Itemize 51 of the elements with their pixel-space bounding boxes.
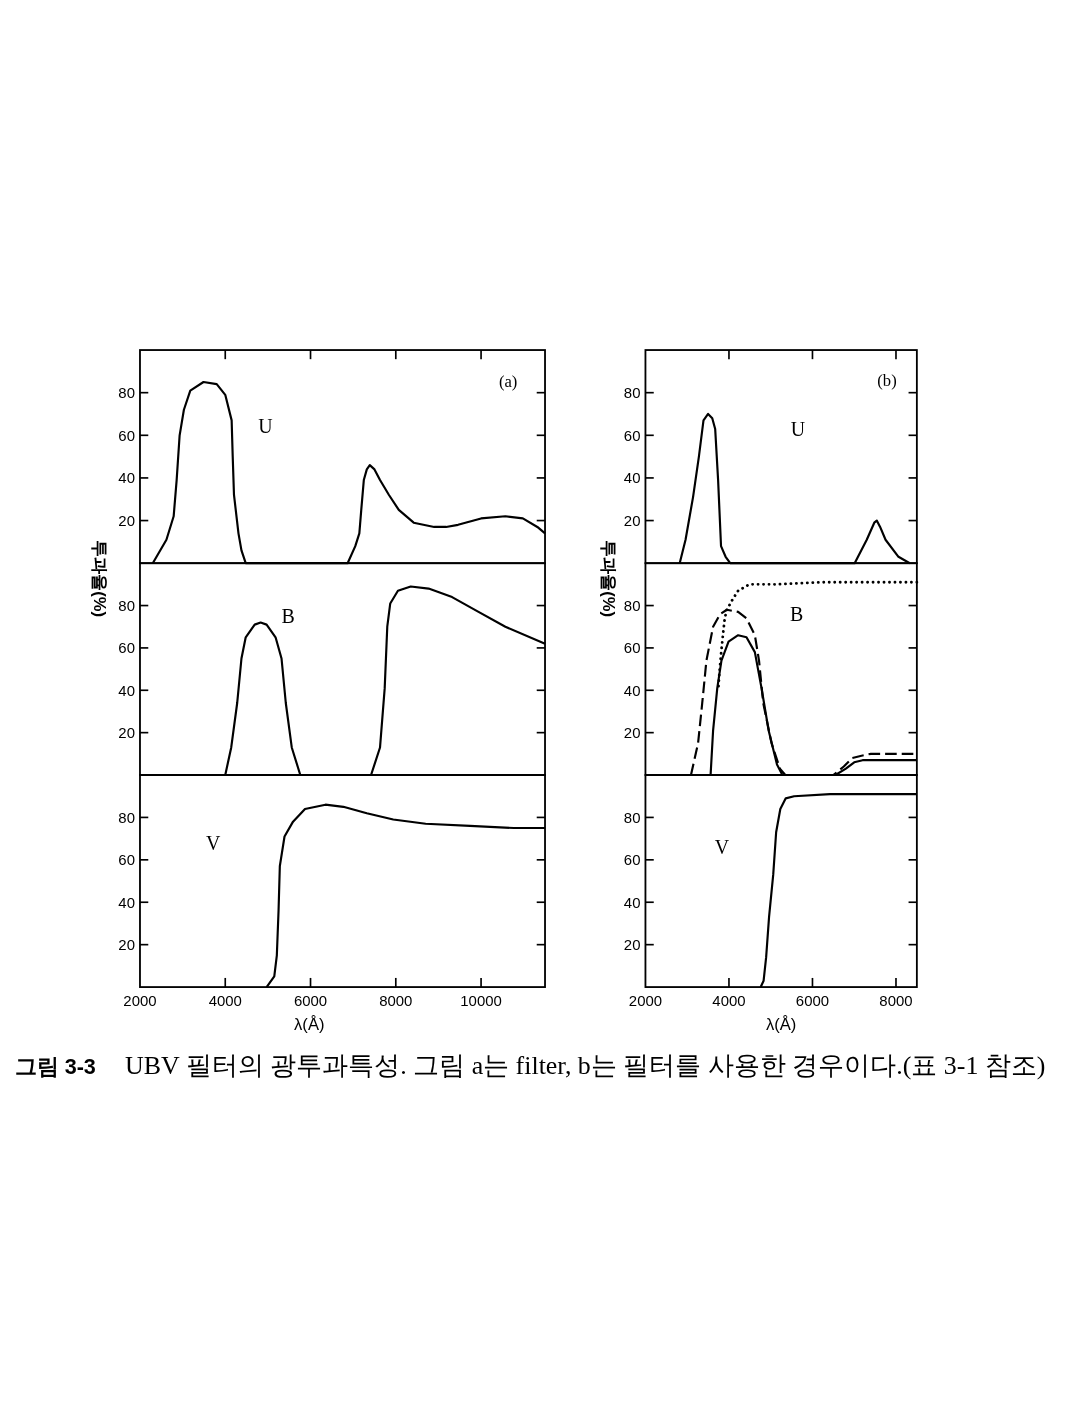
text: U	[790, 417, 806, 440]
line-series	[759, 793, 918, 989]
text: U	[258, 415, 273, 438]
y-tick-label: 60	[623, 639, 641, 657]
y-tick-label: 40	[118, 469, 135, 487]
line-series	[224, 585, 547, 777]
x-axis-title: λ(Å)	[294, 1015, 325, 1035]
y-tick-label: 20	[623, 724, 641, 742]
x-axis-title: λ(Å)	[765, 1015, 797, 1035]
text: UBV 필터의 광투과특성. 그림 a는 filter, b는 필터를 사용한 경우이다.(표 3-1 참조)	[125, 1051, 1046, 1081]
line-series	[678, 412, 911, 565]
x-tick-label: 8000	[379, 992, 413, 1010]
x-tick-label: 10000	[460, 992, 502, 1010]
y-tick-label: 40	[623, 681, 641, 699]
annotation: (a)	[498, 371, 518, 391]
y-tick-label: 80	[623, 596, 641, 614]
y-tick-label: 80	[118, 808, 135, 826]
y-tick-label: 40	[118, 681, 135, 699]
y-tick-label: 20	[623, 936, 641, 954]
y-tick-label: 80	[623, 384, 641, 402]
text: V	[714, 835, 730, 858]
y-tick-label: 20	[118, 936, 135, 954]
text: B	[789, 602, 804, 625]
line-series	[265, 803, 547, 989]
x-tick-label: 4000	[208, 992, 242, 1010]
y-tick-label: 80	[623, 808, 641, 826]
x-tick-label: 4000	[712, 992, 746, 1010]
x-tick-label: 8000	[879, 992, 913, 1010]
y-tick-label: 40	[118, 893, 135, 911]
y-tick-label: 20	[623, 511, 641, 529]
y-axis-title: 투과율(%)	[89, 540, 109, 618]
caption: 그림 3-3	[14, 1054, 96, 1080]
y-tick-label: 20	[118, 511, 135, 529]
x-tick-label: 2000	[123, 992, 157, 1010]
y-tick-label: 60	[623, 426, 641, 444]
x-tick-label: 6000	[795, 992, 830, 1010]
y-tick-label: 60	[118, 426, 135, 444]
y-tick-label: 80	[118, 384, 135, 402]
y-tick-label: 80	[118, 596, 135, 614]
text: V	[206, 831, 222, 854]
x-tick-label: 6000	[293, 992, 328, 1010]
y-tick-label: 20	[118, 724, 135, 742]
x-tick-label: 2000	[628, 992, 663, 1010]
y-tick-label: 60	[623, 851, 641, 869]
annotation: (b)	[877, 370, 897, 390]
y-tick-label: 40	[623, 893, 641, 911]
y-tick-label: 40	[623, 469, 641, 487]
text: B	[281, 604, 295, 627]
y-axis-title: 투과율(%)	[598, 540, 618, 618]
y-tick-label: 60	[118, 639, 135, 657]
y-tick-label: 60	[118, 851, 135, 869]
